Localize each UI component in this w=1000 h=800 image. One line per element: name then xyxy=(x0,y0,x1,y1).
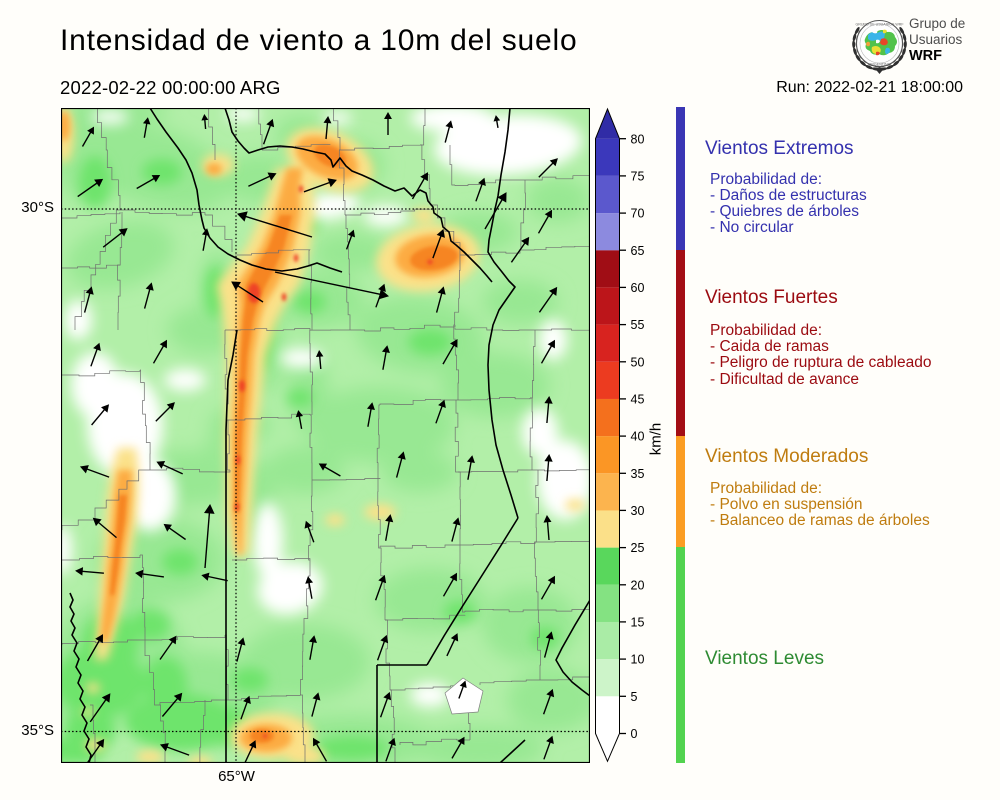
svg-text:30: 30 xyxy=(631,504,645,518)
svg-text:70: 70 xyxy=(631,207,645,221)
svg-text:40: 40 xyxy=(631,430,645,444)
svg-text:10: 10 xyxy=(631,653,645,667)
svg-text:GRUPO DE USUARIOS WRF: GRUPO DE USUARIOS WRF xyxy=(855,23,904,27)
svg-text:65: 65 xyxy=(631,244,645,258)
svg-text:75: 75 xyxy=(631,170,645,184)
svg-text:0: 0 xyxy=(631,727,638,741)
svg-text:15: 15 xyxy=(631,616,645,630)
svg-text:80: 80 xyxy=(631,132,645,146)
svg-text:45: 45 xyxy=(631,393,645,407)
svg-text:50: 50 xyxy=(631,355,645,369)
svg-text:25: 25 xyxy=(631,541,645,555)
svg-text:55: 55 xyxy=(631,318,645,332)
svg-text:ARGENTINA: ARGENTINA xyxy=(869,63,891,67)
svg-text:5: 5 xyxy=(631,690,638,704)
svg-text:20: 20 xyxy=(631,578,645,592)
svg-text:60: 60 xyxy=(631,281,645,295)
svg-text:35: 35 xyxy=(631,467,645,481)
